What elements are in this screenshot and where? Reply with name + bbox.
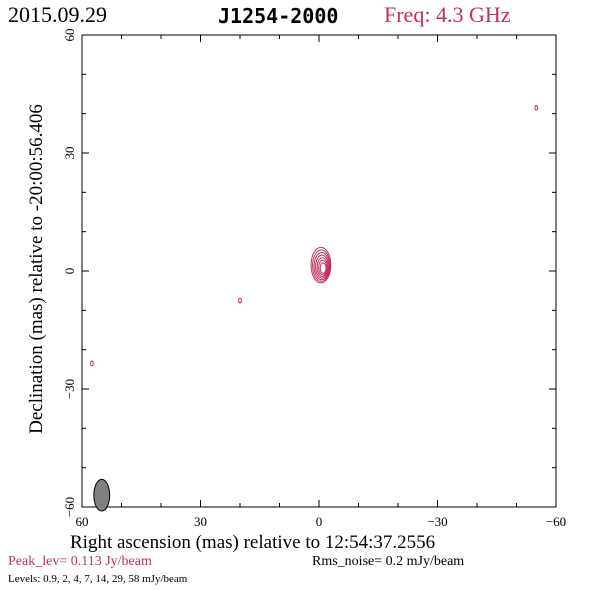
x-tick-label: 60 xyxy=(76,514,89,529)
rms-noise: Rms_noise= 0.2 mJy/beam xyxy=(312,554,465,569)
peak-level: Peak_lev= 0.113 Jy/beam xyxy=(8,554,152,569)
contour-line xyxy=(319,262,327,274)
contour-line xyxy=(315,254,329,279)
y-tick-label: 60 xyxy=(62,29,77,42)
x-tick-label: −30 xyxy=(427,514,447,529)
frequency-label: Freq: 4.3 GHz xyxy=(384,2,511,27)
contour-line xyxy=(313,252,330,281)
minor-component xyxy=(238,297,242,304)
y-tick-label: −60 xyxy=(62,497,77,517)
x-axis-label: Right ascension (mas) relative to 12:54:… xyxy=(70,532,436,553)
x-tick-label: 30 xyxy=(194,514,207,529)
y-tick-label: 0 xyxy=(62,268,77,275)
contour-line xyxy=(318,259,328,276)
contour-line xyxy=(316,257,329,278)
minor-component xyxy=(534,104,539,111)
x-tick-label: 0 xyxy=(316,514,323,529)
y-axis-label: Declination (mas) relative to -20:00:56.… xyxy=(26,104,47,434)
x-tick-label: −60 xyxy=(546,514,566,529)
y-tick-label: −30 xyxy=(62,379,77,399)
y-tick-label: 30 xyxy=(62,147,77,160)
minor-component xyxy=(90,360,94,367)
beam-ellipse xyxy=(93,478,111,512)
contour-line xyxy=(310,246,332,284)
contour-marks xyxy=(90,104,539,512)
contour-levels: Levels: 0.9, 2, 4, 7, 14, 29, 58 mJy/bea… xyxy=(8,573,188,585)
observation-date: 2015.09.29 xyxy=(8,2,107,27)
contour-line xyxy=(312,249,331,282)
source-name: J1254-2000 xyxy=(218,4,339,28)
